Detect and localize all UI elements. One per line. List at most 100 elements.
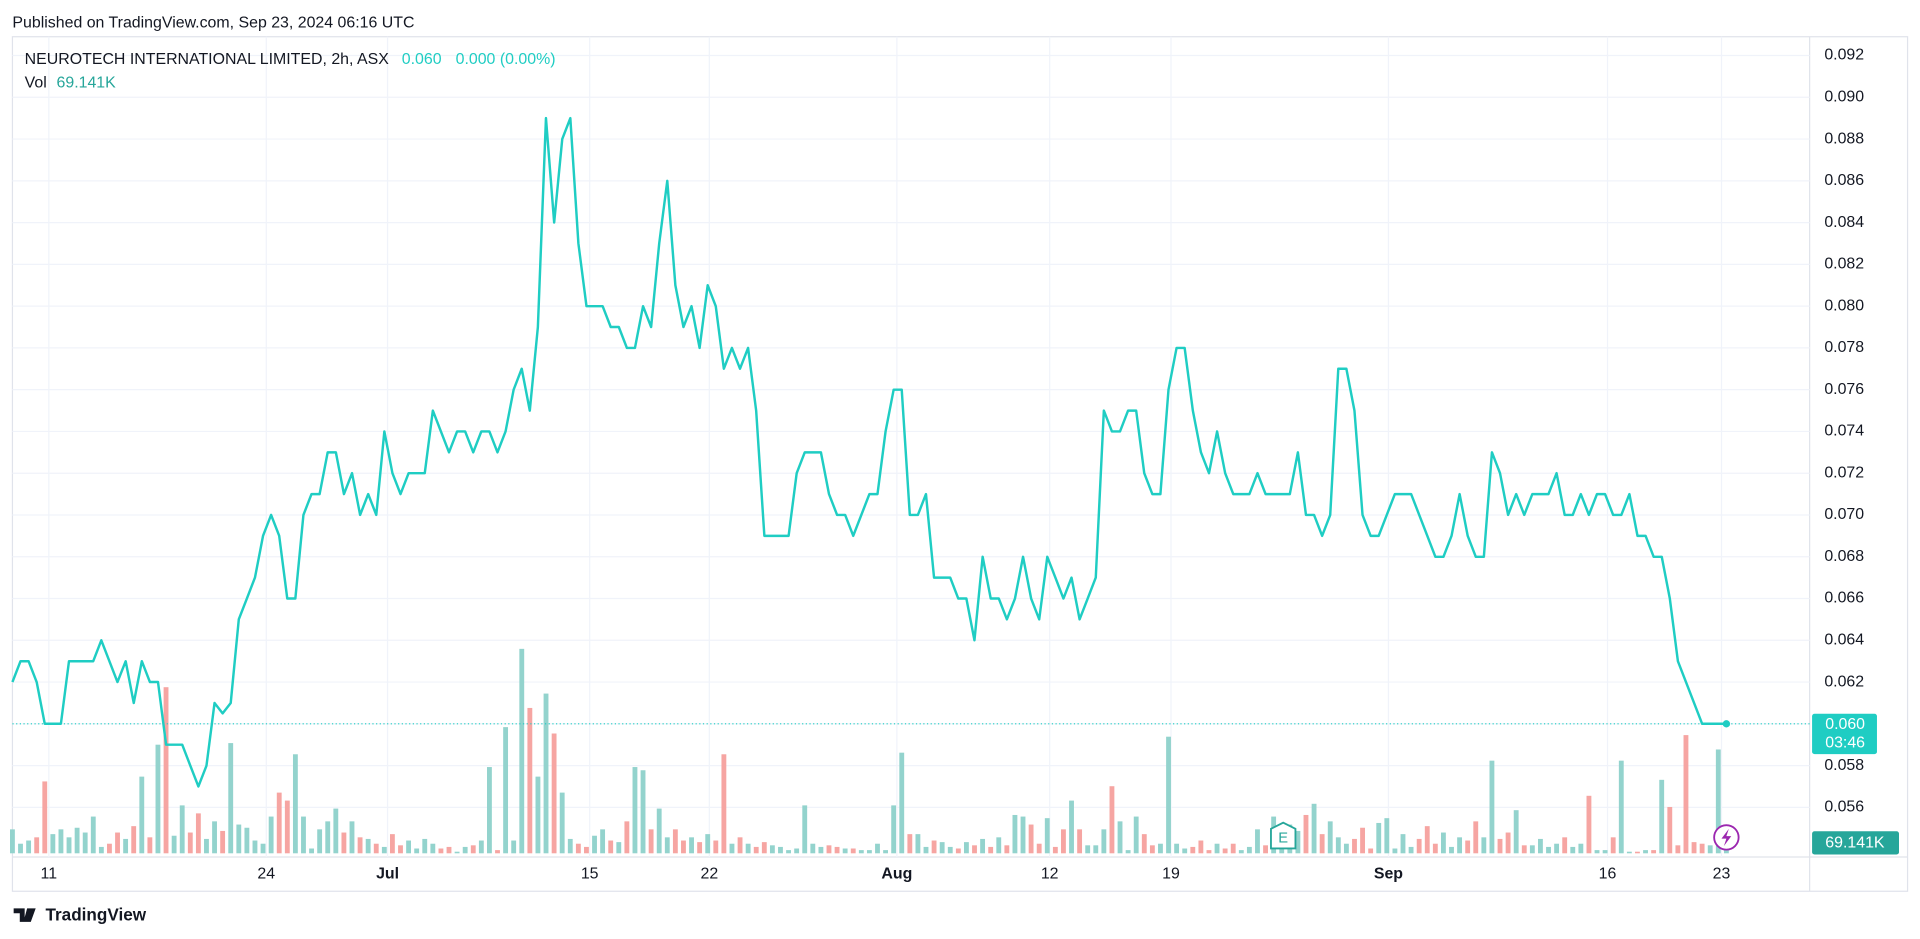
volume-bar	[802, 805, 808, 854]
x-tick-label: 23	[1713, 865, 1731, 882]
volume-bar	[1174, 843, 1180, 854]
volume-bar	[10, 829, 15, 854]
y-tick-label: 0.086	[1824, 172, 1864, 189]
volume-bar	[1012, 814, 1018, 854]
volume-bar	[689, 837, 694, 854]
volume-bar	[915, 834, 921, 854]
volume-bar	[866, 850, 872, 854]
volume-bar	[519, 648, 525, 854]
earnings-marker[interactable]: E	[1270, 821, 1297, 850]
volume-bar	[697, 842, 703, 854]
volume-bar	[931, 840, 937, 854]
volume-bar	[616, 842, 622, 854]
volume-bar	[535, 776, 541, 854]
volume-bar	[1481, 837, 1487, 854]
volume-bar	[624, 821, 630, 854]
price-badge-price: 0.060	[1825, 716, 1865, 733]
volume-bar	[1691, 842, 1697, 854]
volume-bar	[503, 727, 509, 854]
volume-bar	[171, 835, 177, 854]
volume-bar	[1158, 843, 1163, 854]
volume-bar	[640, 770, 646, 854]
volume-bar	[58, 829, 64, 854]
volume-bar	[1343, 843, 1349, 854]
volume-bar	[1473, 821, 1479, 854]
volume-bar	[745, 843, 751, 854]
volume-bar	[988, 846, 994, 854]
brand-name: TradingView	[45, 904, 146, 924]
volume-bar	[567, 838, 573, 854]
volume-bar	[236, 824, 242, 854]
x-tick-label: Aug	[881, 865, 912, 882]
price-pane	[11, 116, 1810, 788]
volume-bar	[1465, 840, 1471, 854]
volume-bar	[1715, 749, 1721, 854]
volume-bar	[963, 842, 969, 854]
volume-bar	[592, 835, 597, 854]
volume-bar	[608, 840, 614, 854]
x-tick-label: 15	[581, 865, 599, 882]
volume-bar	[195, 813, 201, 854]
volume-bar	[212, 821, 217, 854]
y-tick-label: 0.074	[1824, 423, 1864, 440]
volume-bar	[1440, 832, 1446, 854]
volume-bar	[131, 826, 137, 854]
volume-bar	[98, 846, 104, 854]
volume-bar	[292, 754, 298, 854]
volume-bar	[1376, 822, 1382, 854]
volume-bar	[1554, 843, 1560, 854]
volume-bar	[794, 848, 800, 854]
volume-bar	[1643, 850, 1648, 854]
chart-frame	[11, 36, 1909, 892]
volume-bar	[810, 843, 816, 854]
earnings-marker-shape[interactable]	[1270, 821, 1297, 850]
volume-bar	[1214, 843, 1220, 854]
volume-bar	[1133, 816, 1139, 854]
volume-bar	[301, 816, 306, 854]
volume-bar	[1368, 848, 1374, 854]
volume-bar	[551, 733, 557, 854]
x-tick-label: Jul	[376, 865, 399, 882]
volume-bar	[430, 843, 436, 854]
y-tick-label: 0.092	[1824, 47, 1864, 64]
volume-bar	[907, 834, 913, 854]
volume-bar	[1683, 735, 1689, 854]
volume-bar	[1618, 760, 1624, 854]
y-tick-label: 0.084	[1824, 214, 1864, 231]
y-tick-label: 0.066	[1824, 590, 1864, 607]
volume-bar	[1384, 818, 1390, 854]
volume-bar	[947, 846, 953, 854]
volume-bar	[543, 693, 549, 854]
volume-bar	[220, 830, 226, 854]
grid	[12, 36, 1810, 857]
volume-bar	[1570, 846, 1576, 854]
earnings-marker-label[interactable]: E	[1278, 830, 1288, 846]
y-tick-label: 0.056	[1824, 799, 1864, 816]
volume-bar	[317, 829, 323, 854]
volume-bar	[26, 840, 32, 854]
price-change: 0.000 (0.00%)	[456, 51, 556, 68]
volume-bar	[753, 846, 759, 854]
volume-bar	[1529, 845, 1535, 854]
volume-bar	[204, 838, 209, 854]
volume-bar	[1036, 843, 1042, 854]
volume-bar	[1166, 736, 1171, 854]
volume-bar	[365, 838, 371, 854]
volume-bar	[769, 845, 775, 854]
volume-bar	[939, 842, 945, 854]
volume-bar	[1141, 834, 1147, 854]
volume-bar	[389, 834, 395, 854]
volume-bar	[487, 767, 492, 854]
volume-bar	[1667, 806, 1673, 854]
volume-bar	[632, 767, 638, 854]
volume-bar	[66, 837, 72, 854]
lightning-icon[interactable]	[1721, 828, 1732, 846]
volume-bar	[398, 845, 403, 854]
dividend-marker[interactable]	[1713, 824, 1740, 851]
volume-bar	[850, 848, 856, 854]
volume-bar	[107, 843, 112, 854]
volume-bar	[1626, 851, 1632, 854]
volume-bar	[1319, 834, 1325, 854]
